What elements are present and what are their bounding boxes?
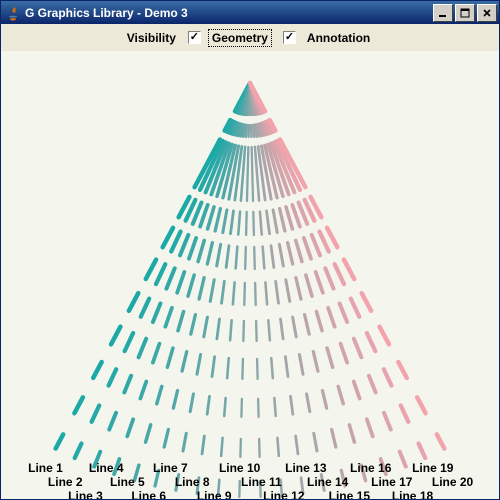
titlebar: G Graphics Library - Demo 3: [1, 1, 499, 24]
fan-graphic: [1, 51, 499, 499]
window-title: G Graphics Library - Demo 3: [25, 6, 433, 20]
annotation-checkbox[interactable]: [283, 31, 296, 44]
canvas: Line 1Line 2Line 3Line 4Line 5Line 6Line…: [1, 51, 499, 499]
toolbar: Visibility Geometry Annotation: [1, 24, 499, 51]
app-window: G Graphics Library - Demo 3 Visibility G…: [0, 0, 500, 500]
visibility-label: Visibility: [127, 31, 176, 45]
geometry-label[interactable]: Geometry: [209, 30, 271, 46]
window-buttons: [433, 4, 497, 22]
maximize-button[interactable]: [455, 4, 475, 22]
minimize-button[interactable]: [433, 4, 453, 22]
geometry-checkbox[interactable]: [188, 31, 201, 44]
close-button[interactable]: [477, 4, 497, 22]
annotation-label[interactable]: Annotation: [304, 30, 373, 46]
java-icon: [5, 5, 21, 21]
